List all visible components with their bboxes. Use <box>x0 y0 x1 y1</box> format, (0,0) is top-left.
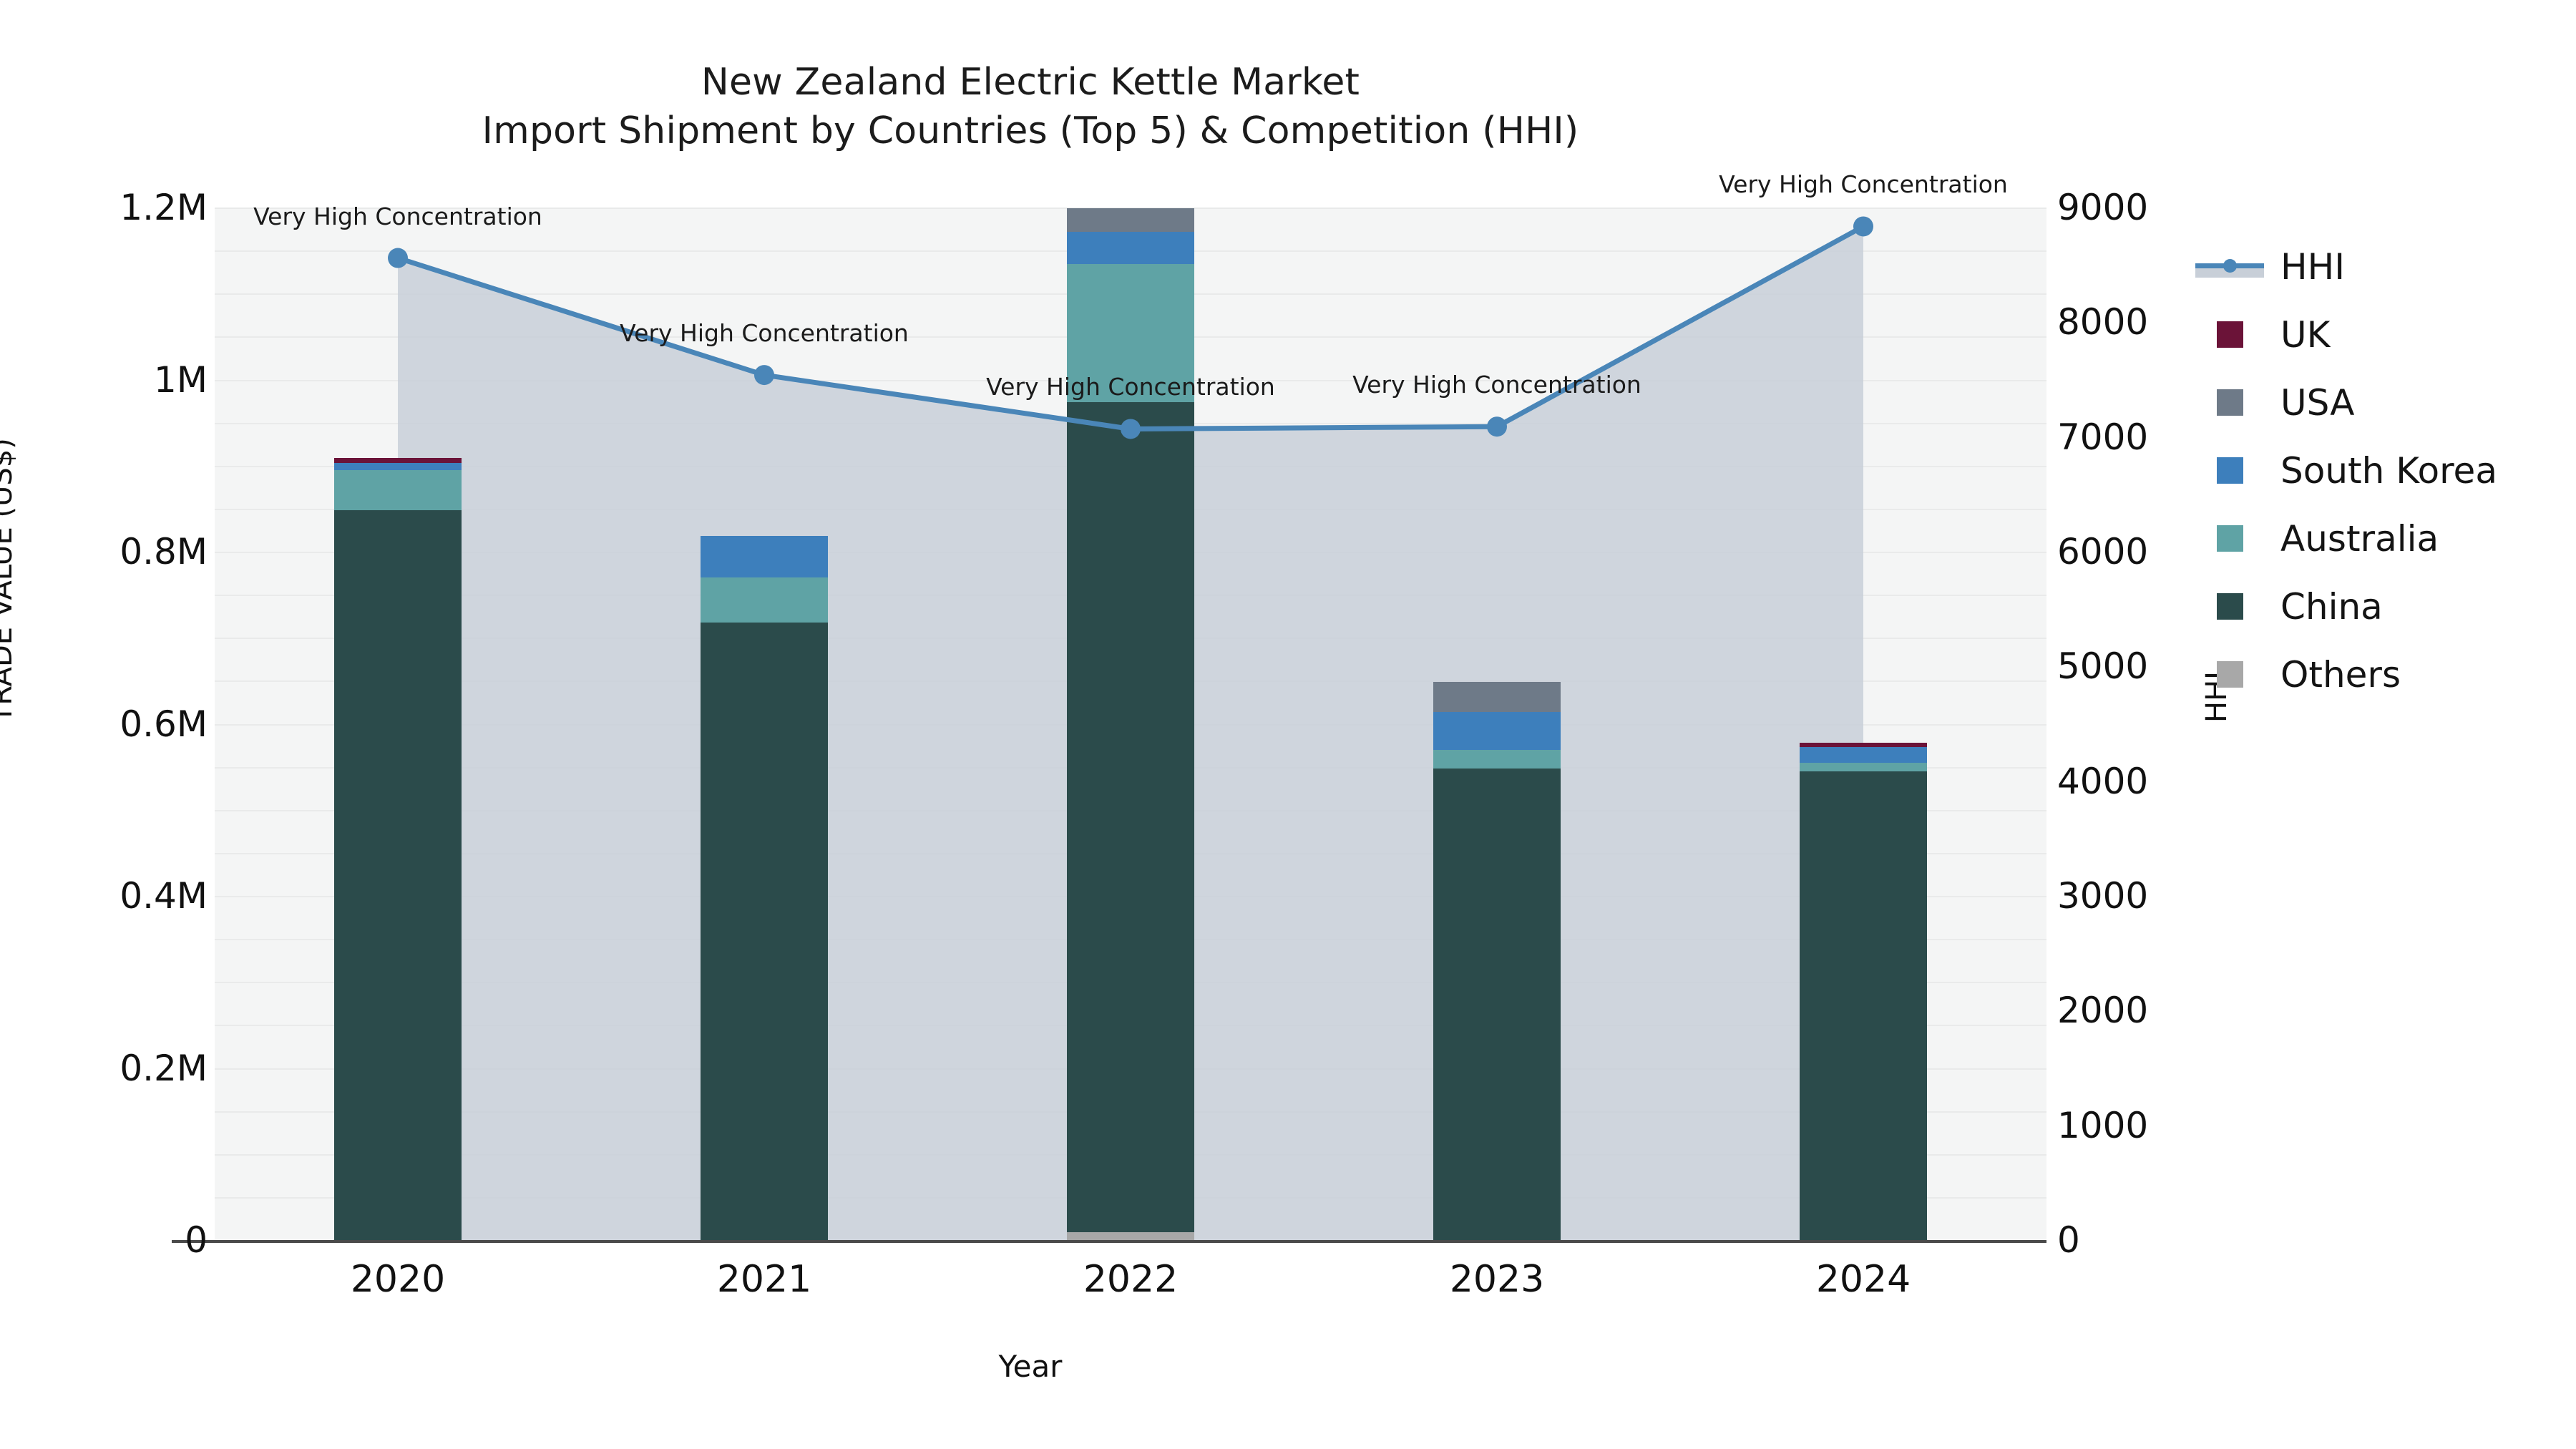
legend-swatch-icon <box>2216 593 2243 620</box>
y-tick-right-7000: 7000 <box>2057 416 2149 458</box>
legend-label: UK <box>2280 313 2331 356</box>
legend-item-australia[interactable]: Australia <box>2186 504 2558 572</box>
hhi-marker-2022[interactable] <box>1121 419 1141 439</box>
y-tick-right-0: 0 <box>2057 1219 2080 1261</box>
y-tick-left-0: 0 <box>185 1219 208 1261</box>
legend-label: Others <box>2280 653 2401 696</box>
annotation-2020: Very High Concentration <box>253 202 542 230</box>
legend-swatch-icon <box>2216 525 2243 552</box>
legend-area-icon <box>2195 268 2264 278</box>
legend-line-icon <box>2195 256 2264 278</box>
bar-segment-south-korea[interactable] <box>1433 711 1561 750</box>
legend-swatch-icon <box>2216 389 2243 416</box>
y-tick-right-4000: 4000 <box>2057 760 2149 802</box>
bar-group-2022[interactable] <box>1067 208 1194 1240</box>
legend-label: China <box>2280 585 2383 628</box>
chart-legend: HHI UK USA South Korea Australia China Others <box>2186 233 2558 708</box>
legend-key <box>2186 525 2273 552</box>
chart-title-line-2: Import Shipment by Countries (Top 5) & C… <box>482 109 1579 152</box>
y-tick-left-0.8M: 0.8M <box>119 531 208 572</box>
bar-segment-australia[interactable] <box>334 469 462 511</box>
y-tick-left-0.4M: 0.4M <box>119 875 208 917</box>
annotation-2024: Very High Concentration <box>1719 170 2008 199</box>
legend-swatch-icon <box>2216 457 2243 484</box>
chart-title-line-1: New Zealand Electric Kettle Market <box>701 61 1360 104</box>
bar-segment-china[interactable] <box>1433 769 1561 1240</box>
bar-segment-south-korea[interactable] <box>334 463 462 470</box>
bar-segment-australia[interactable] <box>1067 264 1194 402</box>
bar-group-2023[interactable] <box>1433 208 1561 1240</box>
plot-area <box>215 208 2046 1241</box>
y-tick-left-1M: 1M <box>154 358 208 401</box>
y-tick-right-6000: 6000 <box>2057 531 2149 572</box>
legend-dot-icon <box>2223 258 2237 273</box>
legend-item-south-korea[interactable]: South Korea <box>2186 436 2558 504</box>
bar-segment-australia[interactable] <box>1800 762 1927 771</box>
legend-key <box>2186 256 2273 278</box>
bar-segment-usa[interactable] <box>1067 208 1194 232</box>
hhi-marker-2021[interactable] <box>754 365 774 386</box>
bar-segment-china[interactable] <box>1067 401 1194 1233</box>
bar-segment-china[interactable] <box>334 510 462 1240</box>
y-tick-left-0.6M: 0.6M <box>119 703 208 745</box>
legend-label: HHI <box>2280 245 2345 288</box>
y-tick-right-3000: 3000 <box>2057 875 2149 917</box>
x-tick-2022: 2022 <box>1083 1258 1179 1301</box>
annotation-2022: Very High Concentration <box>986 373 1275 401</box>
x-tick-2023: 2023 <box>1449 1258 1545 1301</box>
legend-item-china[interactable]: China <box>2186 572 2558 640</box>
bar-group-2020[interactable] <box>334 208 462 1240</box>
legend-label: South Korea <box>2280 449 2497 492</box>
bar-segment-australia[interactable] <box>701 577 828 623</box>
bar-group-2021[interactable] <box>701 208 828 1240</box>
page-title: New Zealand Electric Kettle Market Impor… <box>0 59 2061 155</box>
bar-segment-australia[interactable] <box>1433 749 1561 769</box>
x-axis-label: Year <box>998 1349 1063 1384</box>
y-tick-right-1000: 1000 <box>2057 1104 2149 1146</box>
y-tick-left-0.2M: 0.2M <box>119 1047 208 1089</box>
legend-key <box>2186 321 2273 348</box>
bar-segment-uk[interactable] <box>334 457 462 464</box>
x-tick-2024: 2024 <box>1815 1258 1911 1301</box>
legend-item-hhi[interactable]: HHI <box>2186 233 2558 301</box>
bar-segment-usa[interactable] <box>1433 681 1561 712</box>
y-tick-right-2000: 2000 <box>2057 990 2149 1032</box>
bar-segment-south-korea[interactable] <box>1067 231 1194 265</box>
y-tick-right-8000: 8000 <box>2057 301 2149 343</box>
hhi-marker-2023[interactable] <box>1487 416 1507 437</box>
legend-key <box>2186 457 2273 484</box>
x-tick-2020: 2020 <box>350 1258 446 1301</box>
legend-key <box>2186 389 2273 416</box>
legend-item-others[interactable]: Others <box>2186 640 2558 708</box>
x-axis-line <box>172 1240 2046 1243</box>
legend-key <box>2186 661 2273 688</box>
legend-item-usa[interactable]: USA <box>2186 369 2558 436</box>
y-tick-right-5000: 5000 <box>2057 645 2149 688</box>
legend-label: Australia <box>2280 517 2439 560</box>
annotation-2023: Very High Concentration <box>1352 371 1641 399</box>
bar-segment-china[interactable] <box>1800 771 1927 1240</box>
legend-swatch-icon <box>2216 661 2243 688</box>
hhi-marker-2024[interactable] <box>1853 216 1873 237</box>
y-axis-left-label: TRADE VALUE (US$) <box>0 438 19 723</box>
bar-segment-south-korea[interactable] <box>701 536 828 578</box>
bar-segment-china[interactable] <box>701 622 828 1240</box>
hhi-line-layer <box>388 216 1873 439</box>
y-tick-right-9000: 9000 <box>2057 187 2149 228</box>
bar-segment-others[interactable] <box>1067 1232 1194 1240</box>
annotation-2021: Very High Concentration <box>620 319 909 348</box>
x-tick-2021: 2021 <box>716 1258 812 1301</box>
y-tick-left-1.2M: 1.2M <box>119 187 208 228</box>
legend-key <box>2186 593 2273 620</box>
gridline <box>215 208 2046 209</box>
bar-group-2024[interactable] <box>1800 208 1927 1240</box>
hhi-marker-2020[interactable] <box>388 248 408 268</box>
bar-segment-south-korea[interactable] <box>1800 746 1927 763</box>
legend-item-uk[interactable]: UK <box>2186 301 2558 369</box>
legend-swatch-icon <box>2216 321 2243 348</box>
legend-label: USA <box>2280 381 2355 424</box>
bar-segment-uk[interactable] <box>1800 742 1927 747</box>
